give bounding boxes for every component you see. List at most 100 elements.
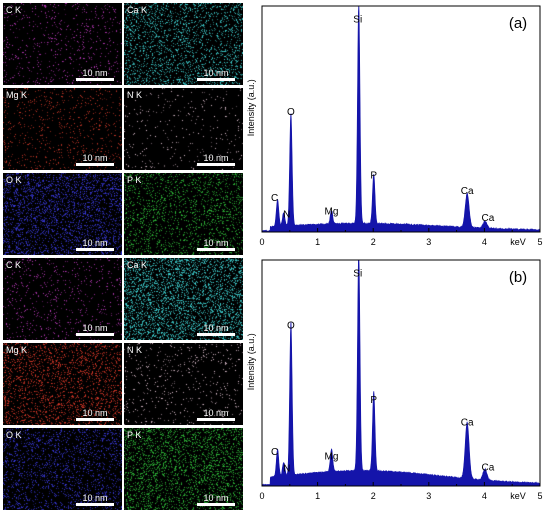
eds-map-image: [3, 258, 122, 340]
peak-label-n: N: [283, 209, 290, 220]
eds-map-image: [3, 3, 122, 85]
scale-bar: 10 nm: [197, 68, 235, 81]
plot-frame: [261, 5, 541, 233]
scale-bar-label: 10 nm: [82, 68, 108, 78]
x-tick-label: 3: [426, 491, 431, 501]
scale-bar-line: [76, 163, 114, 166]
scale-bar: 10 nm: [76, 68, 114, 81]
peak-label-c: C: [271, 447, 278, 458]
peak-label-p: P: [370, 170, 377, 181]
eds-map-image: [124, 343, 243, 425]
scale-bar-label: 10 nm: [203, 323, 229, 333]
scale-bar: 10 nm: [76, 153, 114, 166]
eds-map-p-k-a: P K 10 nm: [124, 173, 243, 255]
eds-map-image: [124, 3, 243, 85]
peak-label-ca: Ca: [461, 186, 474, 197]
scale-bar: 10 nm: [197, 323, 235, 336]
plot-frame: [261, 259, 541, 487]
eds-map-n-k-a: N K 10 nm: [124, 88, 243, 170]
x-tick-label: 1: [315, 237, 320, 247]
eds-map-n-k-b: N K 10 nm: [124, 343, 243, 425]
x-tick-label: 0: [259, 491, 264, 501]
scale-bar-line: [76, 333, 114, 336]
eds-map-o-k-a: O K 10 nm: [3, 173, 122, 255]
eds-map-image: [124, 258, 243, 340]
eds-map-image: [124, 88, 243, 170]
scale-bar-label: 10 nm: [82, 408, 108, 418]
eds-map-element-label: Mg K: [6, 345, 28, 355]
x-tick-label: 5: [537, 237, 542, 247]
x-tick-label: 4: [482, 491, 487, 501]
peak-label-p: P: [370, 395, 377, 406]
x-tick-label: 2: [371, 491, 376, 501]
eds-map-image: [3, 428, 122, 510]
eds-map-element-label: N K: [127, 345, 143, 355]
scale-bar-line: [197, 418, 235, 421]
scale-bar: 10 nm: [76, 323, 114, 336]
scale-bar: 10 nm: [76, 238, 114, 251]
peak-label-mg: Mg: [325, 451, 339, 462]
scale-bar-label: 10 nm: [82, 238, 108, 248]
eds-map-element-label: C K: [6, 5, 22, 15]
y-axis-label: Intensity (a.u.): [246, 333, 256, 390]
eds-map-element-label: N K: [127, 90, 143, 100]
eds-map-element-label: O K: [6, 430, 22, 440]
peak-label-si: Si: [353, 15, 362, 26]
scale-bar: 10 nm: [197, 493, 235, 506]
peak-label-o: O: [287, 320, 295, 331]
scale-bar-label: 10 nm: [82, 153, 108, 163]
eds-map-image: [124, 428, 243, 510]
eds-map-image: [3, 173, 122, 255]
scale-bar-label: 10 nm: [203, 68, 229, 78]
eds-map-image: [3, 88, 122, 170]
peak-label-o: O: [287, 107, 295, 118]
spectrum-area: [261, 259, 541, 487]
x-tick-label: 5: [537, 491, 542, 501]
peak-label-mg: Mg: [325, 206, 339, 217]
scale-bar-label: 10 nm: [203, 238, 229, 248]
scale-bar-line: [197, 503, 235, 506]
scale-bar-line: [76, 503, 114, 506]
x-tick-label: 3: [426, 237, 431, 247]
scale-bar: 10 nm: [197, 153, 235, 166]
eds-map-element-label: P K: [127, 430, 142, 440]
peak-label-ca: Ca: [461, 418, 474, 429]
scale-bar-label: 10 nm: [203, 153, 229, 163]
panel-label: (a): [509, 15, 527, 32]
peak-label-si: Si: [353, 269, 362, 280]
eds-map-element-label: Ca K: [127, 5, 148, 15]
scale-bar-line: [197, 333, 235, 336]
x-tick-label: 4: [482, 237, 487, 247]
scale-bar-label: 10 nm: [203, 493, 229, 503]
eds-map-p-k-b: P K 10 nm: [124, 428, 243, 510]
scale-bar-label: 10 nm: [82, 323, 108, 333]
scale-bar: 10 nm: [76, 408, 114, 421]
eds-map-element-label: Mg K: [6, 90, 28, 100]
panel-label: (b): [509, 269, 527, 286]
eds-map-ca-k-b: Ca K 10 nm: [124, 258, 243, 340]
spectrum-area: [261, 5, 541, 233]
eds-map-element-label: O K: [6, 175, 22, 185]
peak-label-c: C: [271, 193, 278, 204]
eds-map-image: [124, 173, 243, 255]
eds-map-mg-k-b: Mg K 10 nm: [3, 343, 122, 425]
eds-map-mg-k-a: Mg K 10 nm: [3, 88, 122, 170]
x-axis-label: keV: [510, 237, 526, 247]
scale-bar-label: 10 nm: [82, 493, 108, 503]
scale-bar-line: [197, 163, 235, 166]
scale-bar: 10 nm: [197, 408, 235, 421]
scale-bar-label: 10 nm: [203, 408, 229, 418]
eds-map-o-k-b: O K 10 nm: [3, 428, 122, 510]
eds-spectrum-chart-b: 0 1 2 3 4 5 keV Intensity (a.u.) (b) CN O Mg Si P Ca Ca: [246, 259, 543, 501]
scale-bar-line: [197, 78, 235, 81]
eds-map-c-k-b: C K 10 nm: [3, 258, 122, 340]
scale-bar: 10 nm: [197, 238, 235, 251]
x-tick-label: 2: [371, 237, 376, 247]
scale-bar-line: [76, 78, 114, 81]
eds-map-element-label: P K: [127, 175, 142, 185]
scale-bar-line: [76, 248, 114, 251]
eds-map-element-label: C K: [6, 260, 22, 270]
eds-map-c-k-a: C K 10 nm: [3, 3, 122, 85]
peak-label-ca: Ca: [482, 463, 495, 474]
eds-map-element-label: Ca K: [127, 260, 148, 270]
